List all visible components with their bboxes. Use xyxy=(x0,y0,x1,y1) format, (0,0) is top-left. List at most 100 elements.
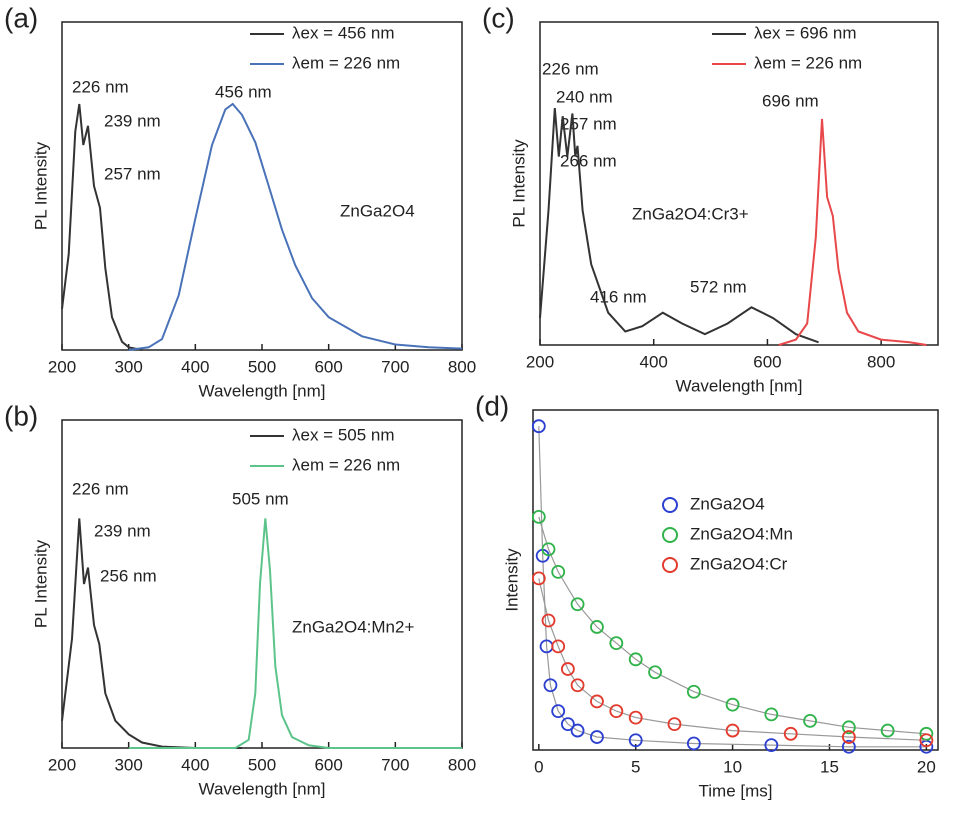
legend-label: λem = 226 nm xyxy=(292,455,400,474)
data-point xyxy=(628,652,643,667)
x-tick-label: 5 xyxy=(631,757,640,776)
x-tick-label: 700 xyxy=(381,357,409,376)
peak-label: 226 nm xyxy=(72,479,129,498)
data-point xyxy=(570,597,585,612)
panel-label: (c) xyxy=(482,2,515,33)
data-point xyxy=(628,733,643,748)
x-tick-label: 15 xyxy=(820,757,839,776)
peak-label: 416 nm xyxy=(590,287,647,306)
x-axis-label: Time [ms] xyxy=(699,781,773,800)
x-axis-label: Wavelength [nm] xyxy=(676,376,803,395)
data-point xyxy=(783,726,798,741)
legend-swatch xyxy=(662,497,678,513)
x-tick-label: 700 xyxy=(381,755,409,774)
data-point xyxy=(531,571,546,586)
data-point xyxy=(590,730,604,744)
y-axis-label: PL Intensity xyxy=(31,141,50,230)
legend-label: λex = 505 nm xyxy=(292,425,395,444)
peak-label: 257 nm xyxy=(104,164,161,183)
peak-label: 505 nm xyxy=(232,489,289,508)
panel-label: (a) xyxy=(4,2,38,33)
x-tick-label: 300 xyxy=(114,755,142,774)
x-tick-label: 20 xyxy=(917,757,936,776)
peak-label: 257 nm xyxy=(560,114,617,133)
data-point xyxy=(686,684,701,699)
series-line xyxy=(539,108,819,344)
x-tick-label: 400 xyxy=(181,755,209,774)
data-point xyxy=(919,733,934,748)
x-tick-label: 200 xyxy=(48,755,76,774)
data-point xyxy=(551,565,566,579)
series-line xyxy=(61,518,242,749)
legend-label: λem = 226 nm xyxy=(292,53,400,72)
legend-swatch xyxy=(662,557,678,573)
data-point xyxy=(609,704,624,719)
data-point xyxy=(570,678,585,693)
peak-label: 266 nm xyxy=(560,151,617,170)
plot-frame xyxy=(61,21,463,351)
data-point xyxy=(609,636,624,651)
plot-frame xyxy=(539,21,939,346)
data-point xyxy=(560,717,575,731)
data-point xyxy=(725,697,740,712)
data-point xyxy=(541,542,556,557)
x-tick-label: 600 xyxy=(314,755,342,774)
data-point xyxy=(764,738,779,753)
x-tick-label: 800 xyxy=(867,352,895,371)
y-axis-label: PL Intensity xyxy=(509,139,528,228)
x-tick-label: 600 xyxy=(753,352,781,371)
x-tick-label: 800 xyxy=(448,755,476,774)
peak-label: 239 nm xyxy=(104,111,161,130)
data-point xyxy=(686,736,701,751)
data-point xyxy=(531,419,546,434)
legend-swatch xyxy=(662,527,678,543)
data-point xyxy=(541,613,556,628)
fit-line xyxy=(538,578,927,741)
series-line xyxy=(128,518,462,749)
data-point xyxy=(590,620,604,634)
data-point xyxy=(543,678,558,693)
x-tick-label: 800 xyxy=(448,357,476,376)
peak-label: 240 nm xyxy=(556,87,613,106)
x-tick-label: 200 xyxy=(48,357,76,376)
peak-label: 226 nm xyxy=(542,59,599,78)
data-point xyxy=(880,723,895,738)
data-point xyxy=(841,720,856,735)
panel-label: (b) xyxy=(4,400,38,431)
peak-label: 239 nm xyxy=(94,521,151,540)
data-point xyxy=(560,662,575,676)
peak-label: 696 nm xyxy=(762,91,819,110)
series-line xyxy=(128,102,463,351)
sample-label: ZnGa2O4:Cr3+ xyxy=(632,204,749,223)
sample-label: ZnGa2O4 xyxy=(340,201,415,220)
data-point xyxy=(570,723,585,738)
data-point xyxy=(667,717,682,731)
legend-label: λem = 226 nm xyxy=(754,53,862,72)
data-point xyxy=(764,707,779,722)
series-line xyxy=(61,103,143,351)
x-tick-label: 0 xyxy=(534,757,543,776)
x-tick-label: 500 xyxy=(248,755,276,774)
data-point xyxy=(531,509,546,524)
legend-label: λex = 456 nm xyxy=(292,23,395,42)
panel-label: (d) xyxy=(475,390,509,421)
x-axis-label: Wavelength [nm] xyxy=(199,381,326,400)
data-point xyxy=(628,710,643,725)
series-line xyxy=(778,118,927,346)
x-tick-label: 200 xyxy=(526,352,554,371)
fit-line xyxy=(538,516,927,735)
x-tick-label: 10 xyxy=(723,757,742,776)
peak-label: 456 nm xyxy=(215,82,272,101)
x-axis-label: Wavelength [nm] xyxy=(199,779,326,798)
data-point xyxy=(841,730,856,744)
data-point xyxy=(803,713,818,728)
y-axis-label: PL Intensity xyxy=(31,539,50,628)
data-point xyxy=(551,704,566,719)
x-tick-label: 400 xyxy=(181,357,209,376)
peak-label: 256 nm xyxy=(100,566,157,585)
data-point xyxy=(841,739,856,754)
peak-label: 226 nm xyxy=(72,77,129,96)
y-axis-label: Intensity xyxy=(502,548,521,612)
data-point xyxy=(551,639,566,654)
